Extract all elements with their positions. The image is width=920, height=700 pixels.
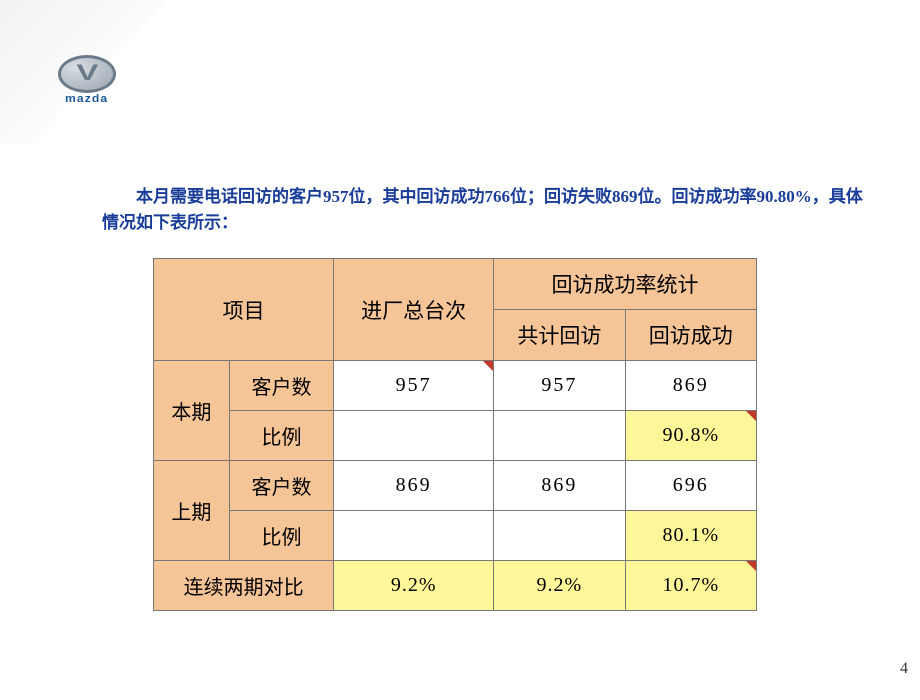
label-customer-count: 客户数 [229,361,333,411]
label-previous: 上期 [154,461,230,561]
label-compare: 连续两期对比 [154,561,334,611]
page-number: 4 [900,660,908,678]
cell-ratio-highlight: 90.8% [625,411,756,461]
label-ratio: 比例 [229,411,333,461]
paragraph-text: 本月需要电话回访的客户957位，其中回访成功766位；回访失败869位。回访成功… [102,187,863,232]
table-row-current-customers: 本期 客户数 957 957 869 [154,361,757,411]
table-row-previous-customers: 上期 客户数 869 869 696 [154,461,757,511]
col-project: 项目 [154,259,334,361]
cell-ratio-highlight: 80.1% [625,511,756,561]
logo-ellipse: V [58,55,116,93]
cell-empty [494,511,625,561]
cell-empty [494,411,625,461]
table-row-compare: 连续两期对比 9.2% 9.2% 10.7% [154,561,757,611]
cell-value: 696 [625,461,756,511]
cell-value: 869 [334,461,494,511]
col-group: 回访成功率统计 [494,259,757,310]
cell-empty [334,411,494,461]
cell-compare: 10.7% [625,561,756,611]
callback-stats-table: 项目 进厂总台次 回访成功率统计 共计回访 回访成功 本期 客户数 957 95… [153,258,757,611]
table-row-previous-ratio: 比例 80.1% [154,511,757,561]
summary-paragraph: 本月需要电话回访的客户957位，其中回访成功766位；回访失败869位。回访成功… [102,184,872,235]
cell-compare: 9.2% [334,561,494,611]
logo-brand-text: mazda [65,93,108,105]
cell-value: 957 [334,361,494,411]
cell-value: 869 [494,461,625,511]
cell-value: 869 [625,361,756,411]
col-success-callback: 回访成功 [625,310,756,361]
table-header-row-1: 项目 进厂总台次 回访成功率统计 [154,259,757,310]
label-current: 本期 [154,361,230,461]
table-row-current-ratio: 比例 90.8% [154,411,757,461]
label-customer-count: 客户数 [229,461,333,511]
mazda-logo: V mazda [57,55,117,120]
label-ratio: 比例 [229,511,333,561]
logo-wing-icon: V [76,60,98,86]
col-total-callback: 共计回访 [494,310,625,361]
col-total: 进厂总台次 [334,259,494,361]
cell-empty [334,511,494,561]
cell-compare: 9.2% [494,561,625,611]
cell-value: 957 [494,361,625,411]
